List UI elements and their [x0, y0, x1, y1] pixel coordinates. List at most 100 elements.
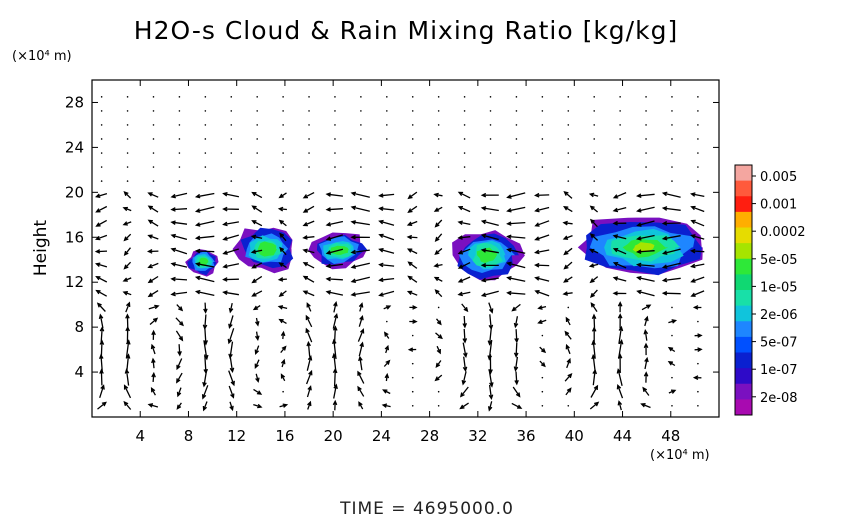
wind-vector: [567, 166, 570, 168]
y-tick-label: 8: [74, 318, 84, 336]
wind-vector: [194, 220, 215, 227]
wind-vector: [636, 249, 655, 255]
wind-vector: [151, 357, 156, 369]
wind-vector: [360, 166, 362, 168]
wind-vector: [534, 206, 550, 213]
wind-vector: [230, 180, 233, 182]
wind-vector: [230, 110, 233, 112]
wind-vector: [222, 277, 239, 282]
wind-vector: [256, 180, 258, 182]
wind-vector: [332, 312, 339, 329]
wind-vector: [256, 96, 258, 98]
wind-vector: [433, 206, 443, 212]
wind-vector: [488, 302, 494, 314]
wind-vector: [334, 138, 336, 140]
wind-vector: [567, 110, 570, 112]
wind-vector: [487, 401, 493, 412]
wind-vector: [100, 152, 103, 154]
wind-vector: [95, 234, 108, 241]
wind-vector: [435, 318, 442, 326]
wind-vector: [126, 166, 129, 168]
wind-vector: [308, 138, 310, 140]
colorbar-swatch: [735, 227, 752, 244]
wind-vector: [541, 124, 544, 126]
wind-vector: [204, 180, 207, 182]
wind-vector: [534, 276, 550, 282]
wind-vector: [306, 355, 313, 371]
wind-vector: [644, 356, 649, 370]
wind-vector: [350, 191, 370, 198]
wind-vector: [279, 232, 287, 242]
wind-vector: [204, 96, 207, 98]
wind-vector: [280, 373, 286, 382]
wind-vector: [671, 180, 673, 182]
wind-vector: [360, 180, 362, 182]
wind-vector: [357, 370, 365, 384]
wind-vector: [590, 302, 598, 312]
wind-vector: [278, 290, 287, 297]
wind-vector: [671, 110, 673, 112]
wind-vector: [151, 371, 156, 382]
wind-vector: [511, 402, 523, 409]
wind-vector: [411, 180, 414, 182]
wind-vector: [489, 124, 492, 126]
wind-vector: [513, 342, 519, 358]
wind-vector: [565, 343, 571, 355]
wind-vector: [567, 124, 570, 126]
wind-vector: [457, 276, 471, 283]
wind-vector: [230, 124, 233, 126]
wind-vector: [593, 138, 596, 140]
wind-vector: [612, 206, 627, 213]
x-tick-label: 32: [468, 427, 487, 445]
wind-vector: [125, 301, 131, 313]
colorbar-label: 0.0002: [760, 225, 806, 240]
wind-vector: [302, 248, 315, 254]
wind-vector: [170, 220, 188, 225]
colorbar-label: 0.001: [760, 198, 797, 213]
wind-vector: [407, 191, 418, 200]
wind-vector: [254, 317, 260, 327]
cloud-patch: [232, 227, 294, 274]
wind-vector: [308, 152, 310, 154]
wind-vector: [350, 291, 370, 297]
x-tick-label: 36: [517, 427, 536, 445]
wind-vector: [636, 206, 655, 213]
wind-vector: [407, 275, 418, 283]
wind-vector: [506, 261, 526, 269]
wind-vector: [325, 234, 343, 241]
wind-vector: [194, 235, 215, 241]
wind-vector: [228, 302, 234, 314]
colorbar-swatch: [735, 258, 752, 275]
wind-vector: [480, 192, 499, 198]
wind-vector: [358, 341, 364, 357]
wind-vector: [203, 302, 208, 314]
wind-vector: [434, 374, 443, 382]
wind-vector: [643, 371, 649, 383]
wind-vector: [541, 96, 544, 98]
wind-vector: [541, 376, 544, 379]
wind-vector: [619, 110, 621, 112]
wind-vector: [636, 289, 655, 297]
wind-vector: [480, 290, 499, 298]
wind-vector: [256, 152, 258, 154]
wind-vector: [434, 233, 443, 242]
wind-vector: [671, 138, 673, 140]
wind-vector: [228, 341, 234, 360]
wind-vector: [643, 329, 649, 341]
cloud-field: [185, 217, 703, 281]
wind-vector: [147, 403, 159, 408]
wind-vector: [619, 152, 621, 154]
wind-vector: [661, 235, 681, 241]
wind-vector: [170, 192, 188, 199]
colorbar-label: 5e-07: [760, 336, 798, 351]
wind-vector: [222, 263, 240, 269]
colorbar-swatch: [735, 211, 752, 228]
wind-vector: [230, 166, 233, 168]
wind-vector: [147, 205, 159, 213]
wind-vector: [95, 192, 108, 199]
y-tick-label: 4: [74, 363, 84, 381]
cloud-patch: [452, 230, 526, 281]
wind-vector: [230, 152, 233, 154]
wind-vector: [378, 277, 395, 283]
wind-vector: [95, 275, 108, 283]
